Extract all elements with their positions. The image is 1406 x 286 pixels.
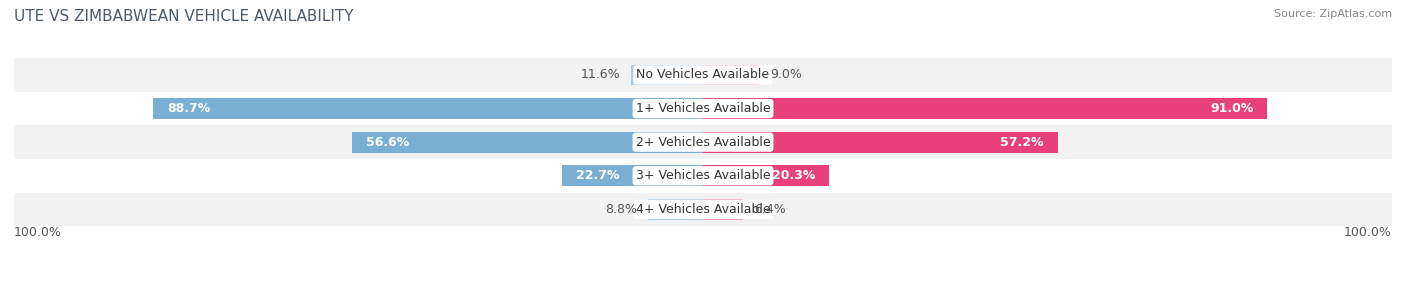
Bar (352, 132, 703, 152)
Text: 88.7%: 88.7% (167, 102, 209, 115)
Text: 9.0%: 9.0% (770, 68, 801, 82)
Bar (703, 65, 759, 86)
Bar (153, 98, 703, 119)
Bar (703, 98, 1267, 119)
Bar (562, 165, 703, 186)
Bar (703, 199, 742, 220)
Text: UTE VS ZIMBABWEAN VEHICLE AVAILABILITY: UTE VS ZIMBABWEAN VEHICLE AVAILABILITY (14, 9, 353, 23)
Text: 3+ Vehicles Available: 3+ Vehicles Available (636, 169, 770, 182)
Bar (631, 65, 703, 86)
Text: 56.6%: 56.6% (366, 136, 409, 149)
Text: 2+ Vehicles Available: 2+ Vehicles Available (636, 136, 770, 149)
Text: 100.0%: 100.0% (14, 226, 62, 239)
Text: 1+ Vehicles Available: 1+ Vehicles Available (636, 102, 770, 115)
Bar (14, 58, 1392, 92)
Bar (703, 165, 830, 186)
Text: 4+ Vehicles Available: 4+ Vehicles Available (636, 203, 770, 216)
Text: 8.8%: 8.8% (606, 203, 637, 216)
Bar (703, 132, 1057, 152)
Text: 22.7%: 22.7% (576, 169, 620, 182)
Text: 20.3%: 20.3% (772, 169, 815, 182)
Text: 57.2%: 57.2% (1001, 136, 1043, 149)
Text: 6.4%: 6.4% (754, 203, 786, 216)
Bar (14, 92, 1392, 125)
Bar (14, 159, 1392, 192)
Text: 11.6%: 11.6% (581, 68, 620, 82)
Bar (14, 125, 1392, 159)
Text: Source: ZipAtlas.com: Source: ZipAtlas.com (1274, 9, 1392, 19)
Bar (14, 192, 1392, 226)
Bar (648, 199, 703, 220)
Text: 100.0%: 100.0% (1344, 226, 1392, 239)
Text: 91.0%: 91.0% (1211, 102, 1254, 115)
Text: No Vehicles Available: No Vehicles Available (637, 68, 769, 82)
